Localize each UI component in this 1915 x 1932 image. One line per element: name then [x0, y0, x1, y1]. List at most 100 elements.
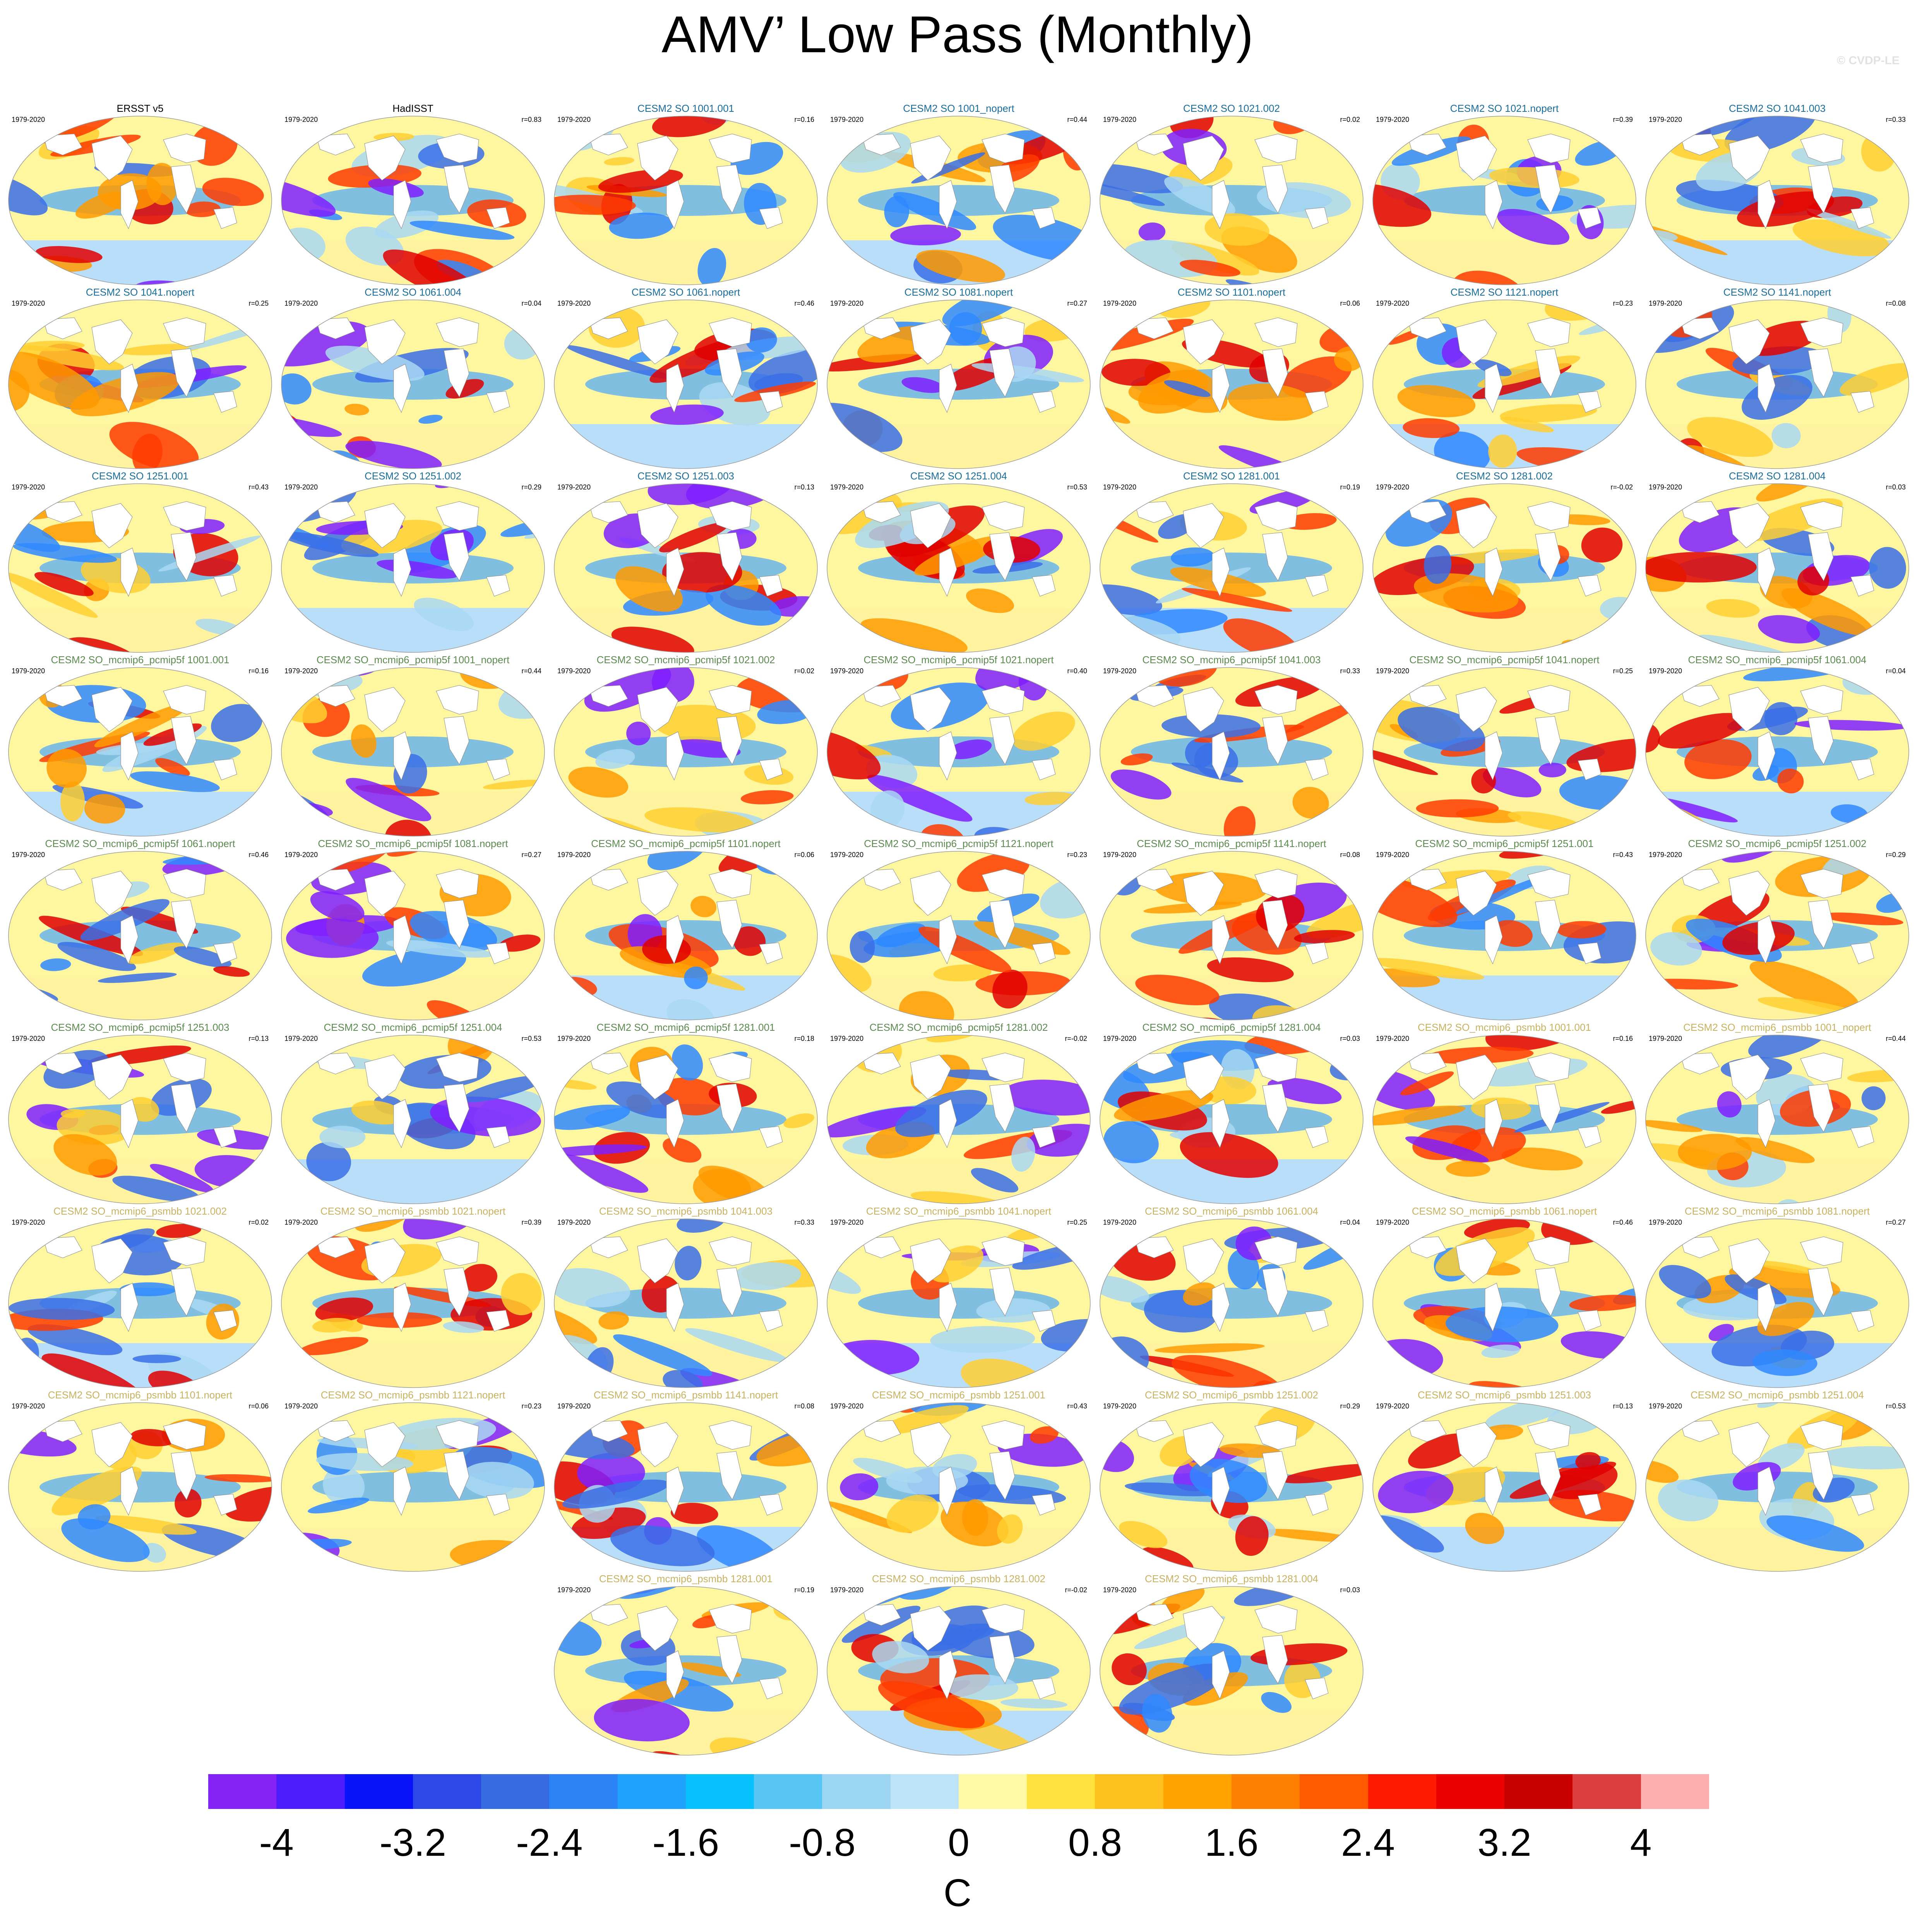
panel-title: CESM2 SO_mcmip6_pcmip5f 1001_nopert: [316, 654, 510, 666]
sst-anomaly-map: [554, 1218, 818, 1388]
colorbar-tick-labels: -4 -3.2 -2.4 -1.6 -0.8 0 0.8 1.6 2.4 3.2 4: [208, 1821, 1709, 1864]
sst-anomaly-map: [554, 1402, 818, 1572]
map-panel: CESM2 SO_mcmip6_psmbb 1101.nopert 1979-20…: [5, 1389, 276, 1575]
panel-pattern-correlation: r=0.39: [521, 1218, 541, 1226]
panel-period: 1979-2020: [284, 667, 318, 675]
sst-anomaly-map: [8, 299, 272, 469]
colorbar-swatch: [685, 1774, 754, 1809]
panel-pattern-correlation: r=0.04: [521, 299, 541, 307]
map-panel: CESM2 SO_mcmip6_psmbb 1001_nopert 1979-20…: [1642, 1022, 1913, 1207]
colorbar-tick-label: 3.2: [1477, 1821, 1531, 1864]
panel-title: CESM2 SO_mcmip6_pcmip5f 1061.nopert: [45, 838, 235, 849]
panel-pattern-correlation: r=0.27: [521, 851, 541, 859]
map-panel: CESM2 SO_mcmip6_pcmip5f 1081.nopert 1979-…: [277, 838, 548, 1023]
map-panel: CESM2 SO 1061.004 1979-2020 r=0.04: [277, 286, 548, 472]
panel-period: 1979-2020: [557, 1402, 591, 1410]
sst-anomaly-map: [554, 1035, 818, 1204]
panel-period: 1979-2020: [830, 1586, 864, 1594]
map-panel: CESM2 SO_mcmip6_pcmip5f 1251.001 1979-202…: [1369, 838, 1640, 1023]
panel-title: CESM2 SO_mcmip6_pcmip5f 1081.nopert: [318, 838, 508, 849]
panel-period: 1979-2020: [284, 851, 318, 859]
page-title: AMV’ Low Pass (Monthly): [661, 6, 1254, 63]
map-panel: CESM2 SO_mcmip6_psmbb 1141.nopert 1979-20…: [550, 1389, 821, 1575]
map-panel: CESM2 SO 1251.002 1979-2020 r=0.29: [277, 470, 548, 656]
panel-period: 1979-2020: [1649, 116, 1682, 123]
panel-title: ERSST v5: [116, 103, 164, 114]
panel-period: 1979-2020: [557, 483, 591, 491]
panel-title: CESM2 SO_mcmip6_psmbb 1061.004: [1144, 1205, 1318, 1217]
panel-period: 1979-2020: [557, 116, 591, 123]
panel-period: 1979-2020: [1649, 667, 1682, 675]
panel-period: 1979-2020: [12, 1035, 45, 1042]
panel-period: 1979-2020: [12, 851, 45, 859]
colorbar-swatch: [1641, 1774, 1709, 1809]
sst-anomaly-map: [1372, 1402, 1636, 1572]
map-panel: CESM2 SO 1281.001 1979-2020 r=0.19: [1096, 470, 1367, 656]
panel-period: 1979-2020: [12, 1218, 45, 1226]
panel-pattern-correlation: r=0.16: [794, 116, 814, 123]
panel-pattern-correlation: r=0.04: [1340, 1218, 1360, 1226]
panel-period: 1979-2020: [1103, 1218, 1137, 1226]
panel-pattern-correlation: r=0.29: [521, 483, 541, 491]
panel-title: HadISST: [392, 103, 433, 114]
panel-title: CESM2 SO_mcmip6_psmbb 1081.nopert: [1684, 1205, 1870, 1217]
panel-title: CESM2 SO 1041.003: [1728, 103, 1826, 114]
sst-anomaly-map: [281, 299, 545, 469]
panel-pattern-correlation: r=0.44: [1886, 1035, 1906, 1042]
map-panel: CESM2 SO 1101.nopert 1979-2020 r=0.06: [1096, 286, 1367, 472]
panel-period: 1979-2020: [1376, 1218, 1410, 1226]
panel-title: CESM2 SO_mcmip6_psmbb 1281.001: [599, 1573, 773, 1585]
panel-title: CESM2 SO 1141.nopert: [1723, 286, 1831, 298]
panel-period: 1979-2020: [1376, 116, 1410, 123]
panel-period: 1979-2020: [557, 851, 591, 859]
panel-title: CESM2 SO_mcmip6_psmbb 1121.nopert: [320, 1389, 505, 1401]
panel-pattern-correlation: r=0.04: [1886, 667, 1906, 675]
panel-title: CESM2 SO 1121.nopert: [1450, 286, 1559, 298]
panel-pattern-correlation: r=0.13: [248, 1035, 269, 1042]
panel-pattern-correlation: r=0.08: [794, 1402, 814, 1410]
map-panel: CESM2 SO 1021.002 1979-2020 r=0.02: [1096, 103, 1367, 288]
colorbar-swatch: [1368, 1774, 1436, 1809]
sst-anomaly-map: [554, 851, 818, 1020]
panel-title: CESM2 SO 1251.001: [91, 470, 189, 482]
sst-anomaly-map: [1100, 299, 1363, 469]
panel-title: CESM2 SO_mcmip6_pcmip5f 1021.002: [596, 654, 775, 666]
map-panel: CESM2 SO_mcmip6_psmbb 1041.003 1979-2020 r…: [550, 1205, 821, 1391]
panel-title: CESM2 SO_mcmip6_pcmip5f 1141.nopert: [1137, 838, 1326, 849]
panel-period: 1979-2020: [557, 299, 591, 307]
map-panel: CESM2 SO_mcmip6_psmbb 1251.004 1979-2020 r…: [1642, 1389, 1913, 1575]
panel-title: CESM2 SO_mcmip6_pcmip5f 1281.004: [1142, 1022, 1321, 1033]
panel-pattern-correlation: r=0.02: [248, 1218, 269, 1226]
panel-period: 1979-2020: [1103, 851, 1137, 859]
sst-anomaly-map: [8, 851, 272, 1020]
sst-anomaly-map: [1100, 116, 1363, 285]
panel-title: CESM2 SO_mcmip6_psmbb 1001_nopert: [1683, 1022, 1871, 1033]
panel-title: CESM2 SO_mcmip6_psmbb 1101.nopert: [48, 1389, 233, 1401]
panel-period: 1979-2020: [1649, 483, 1682, 491]
panel-period: 1979-2020: [284, 1218, 318, 1226]
panel-period: 1979-2020: [557, 667, 591, 675]
sst-anomaly-map: [554, 483, 818, 653]
sst-anomaly-map: [8, 1035, 272, 1204]
map-panel: CESM2 SO_mcmip6_psmbb 1021.nopert 1979-20…: [277, 1205, 548, 1391]
panel-title: CESM2 SO_mcmip6_pcmip5f 1121.nopert: [864, 838, 1053, 849]
map-panel: CESM2 SO_mcmip6_pcmip5f 1001.001 1979-202…: [5, 654, 276, 840]
panel-period: 1979-2020: [1103, 299, 1137, 307]
map-panel: CESM2 SO_mcmip6_pcmip5f 1251.003 1979-202…: [5, 1022, 276, 1207]
sst-anomaly-map: [1372, 116, 1636, 285]
panel-period: 1979-2020: [1103, 1586, 1137, 1594]
panel-period: 1979-2020: [830, 851, 864, 859]
map-panel: CESM2 SO 1061.nopert 1979-2020 r=0.46: [550, 286, 821, 472]
panel-pattern-correlation: r=0.46: [1613, 1218, 1633, 1226]
sst-anomaly-map: [8, 667, 272, 837]
panel-period: 1979-2020: [284, 483, 318, 491]
panel-title: CESM2 SO 1081.nopert: [904, 286, 1013, 298]
map-panel: CESM2 SO_mcmip6_pcmip5f 1121.nopert 1979-…: [823, 838, 1094, 1023]
panel-period: 1979-2020: [284, 116, 318, 123]
sst-anomaly-map: [1372, 851, 1636, 1020]
panel-period: 1979-2020: [12, 1402, 45, 1410]
sst-anomaly-map: [554, 1586, 818, 1756]
sst-anomaly-map: [1100, 1586, 1363, 1756]
sst-anomaly-map: [1100, 483, 1363, 653]
panel-pattern-correlation: r=-0.02: [1610, 483, 1633, 491]
